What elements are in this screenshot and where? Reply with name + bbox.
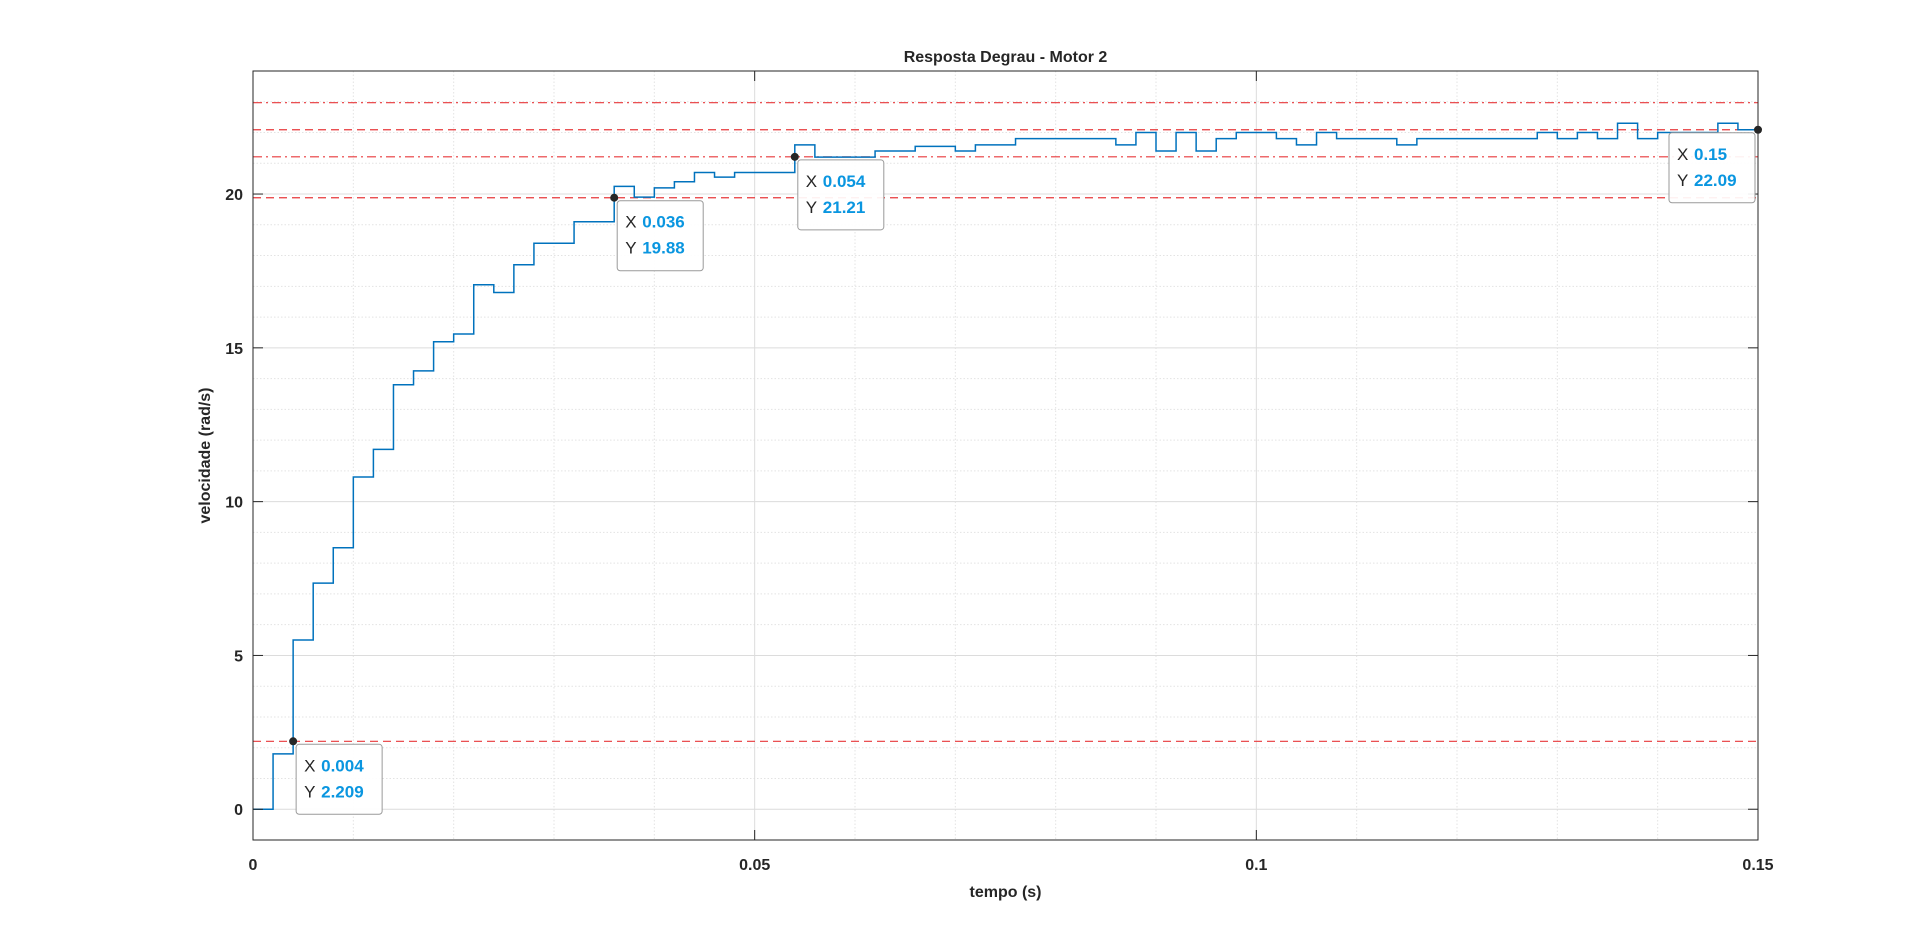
chart-title: Resposta Degrau - Motor 2 bbox=[904, 49, 1108, 66]
y-tick-label: 0 bbox=[234, 802, 243, 819]
datatip: X 0.036 Y 19.88 bbox=[610, 193, 704, 272]
datatip-x-value: 0.054 bbox=[823, 172, 866, 191]
datatip-box bbox=[797, 159, 885, 231]
series-line bbox=[253, 122, 1758, 810]
minor-grid bbox=[253, 71, 1758, 840]
x-tick-label: 0.1 bbox=[1245, 857, 1267, 874]
datatip-marker bbox=[610, 193, 619, 202]
datatip-box bbox=[295, 743, 383, 815]
y-axis-label: velocidade (rad/s) bbox=[197, 387, 214, 523]
datatip-marker bbox=[289, 737, 298, 746]
datatip: X 0.004 Y 2.209 bbox=[289, 737, 383, 815]
datatip: X 0.15 Y 22.09 bbox=[1668, 125, 1762, 204]
datatip-marker bbox=[1754, 125, 1762, 134]
datatips: X 0.004 Y 2.209 X 0.036 Y 19.88 X 0.054 Y 21.21 X 0.1… bbox=[289, 125, 1762, 815]
y-tick-label: 15 bbox=[225, 341, 243, 358]
datatip-y-key: Y bbox=[304, 782, 315, 801]
datatip-marker bbox=[790, 152, 799, 161]
datatip-x-value: 0.036 bbox=[642, 213, 685, 232]
datatip-y-value: 21.21 bbox=[823, 198, 866, 217]
reference-lines bbox=[253, 102, 1758, 742]
datatip-y-value: 19.88 bbox=[642, 239, 685, 258]
x-tick-label: 0.15 bbox=[1742, 857, 1773, 874]
datatip-x-key: X bbox=[806, 172, 817, 191]
datatip-y-value: 2.209 bbox=[321, 782, 364, 801]
x-axis-label: tempo (s) bbox=[970, 884, 1042, 901]
datatip-x-key: X bbox=[1677, 145, 1688, 164]
x-tick-label: 0.05 bbox=[739, 857, 770, 874]
y-tick-label: 5 bbox=[234, 648, 243, 665]
datatip-y-value: 22.09 bbox=[1694, 171, 1737, 190]
datatip-x-value: 0.15 bbox=[1694, 145, 1727, 164]
datatip-y-key: Y bbox=[1677, 171, 1688, 190]
datatip-box bbox=[1668, 132, 1756, 204]
datatip-box bbox=[616, 200, 704, 272]
axes-box bbox=[252, 70, 1759, 841]
x-tick-label: 0 bbox=[249, 857, 258, 874]
datatip-x-value: 0.004 bbox=[321, 756, 364, 775]
datatip-y-key: Y bbox=[806, 198, 817, 217]
ticks bbox=[252, 71, 1759, 840]
y-tick-label: 10 bbox=[225, 495, 243, 512]
y-tick-label: 20 bbox=[225, 187, 243, 204]
datatip: X 0.054 Y 21.21 bbox=[790, 152, 885, 231]
series-group bbox=[253, 122, 1758, 810]
datatip-y-key: Y bbox=[625, 239, 636, 258]
datatip-x-key: X bbox=[304, 756, 315, 775]
datatip-x-key: X bbox=[625, 213, 636, 232]
tick-labels: 0 0.05 0.1 0.15 0 5 10 15 20 bbox=[225, 187, 1773, 874]
